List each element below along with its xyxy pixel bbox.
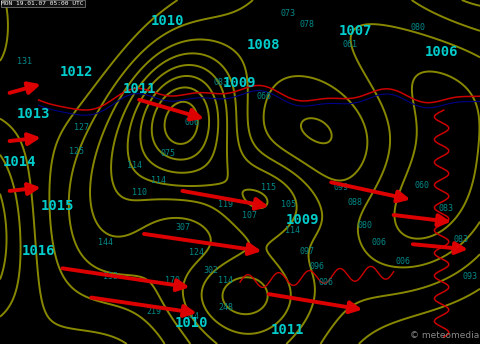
Text: 080: 080 [410, 23, 425, 32]
Text: 1014: 1014 [2, 155, 36, 169]
Text: 1016: 1016 [22, 244, 55, 258]
Text: © meteomedia: © meteomedia [410, 331, 479, 340]
Text: 1009: 1009 [286, 213, 319, 227]
Text: 099: 099 [333, 183, 348, 192]
Text: 083: 083 [439, 204, 454, 213]
Text: 006: 006 [372, 238, 387, 247]
Text: 1006: 1006 [425, 45, 458, 58]
Text: 105: 105 [280, 200, 296, 209]
Text: 1010: 1010 [151, 14, 185, 28]
Text: 344: 344 [184, 312, 200, 321]
Text: 1008: 1008 [247, 38, 281, 52]
Text: 1010: 1010 [175, 316, 209, 330]
Text: 083: 083 [453, 235, 468, 244]
Text: 114: 114 [151, 176, 166, 185]
Text: 1009: 1009 [223, 76, 257, 89]
Text: 1011: 1011 [271, 323, 305, 337]
Text: 114: 114 [218, 276, 233, 285]
Text: 073: 073 [280, 9, 296, 18]
Text: 006: 006 [396, 257, 411, 266]
Text: 110: 110 [132, 188, 147, 197]
Text: 127: 127 [74, 123, 89, 132]
Text: 131: 131 [16, 57, 32, 66]
Text: 124: 124 [189, 248, 204, 257]
Text: 219: 219 [146, 307, 161, 316]
Text: 114: 114 [127, 161, 142, 170]
Text: 107: 107 [242, 211, 257, 219]
Text: 1015: 1015 [41, 200, 74, 213]
Text: 125: 125 [69, 147, 84, 156]
Text: 083: 083 [213, 78, 228, 87]
Text: 066: 066 [184, 118, 200, 127]
Text: 080: 080 [357, 221, 372, 230]
Text: 078: 078 [300, 20, 315, 29]
Text: 144: 144 [98, 238, 113, 247]
Text: 088: 088 [348, 198, 363, 207]
Text: 1012: 1012 [60, 65, 94, 79]
Text: 061: 061 [343, 40, 358, 49]
Text: 114: 114 [285, 226, 300, 235]
Text: 066: 066 [256, 92, 272, 101]
Text: 093: 093 [463, 272, 478, 281]
Text: 060: 060 [415, 181, 430, 190]
Text: 115: 115 [261, 183, 276, 192]
Text: 1007: 1007 [338, 24, 372, 38]
Text: 1013: 1013 [17, 107, 50, 120]
Text: 006: 006 [319, 278, 334, 287]
Text: MON 19.01.07 05:00 UTC: MON 19.01.07 05:00 UTC [1, 1, 84, 6]
Text: 248: 248 [218, 303, 233, 312]
Text: 075: 075 [160, 149, 176, 158]
Text: 302: 302 [204, 266, 219, 275]
Text: 096: 096 [309, 262, 324, 271]
Text: 119: 119 [218, 200, 233, 209]
Text: 153: 153 [103, 272, 118, 281]
Text: 307: 307 [175, 223, 190, 232]
Text: 1011: 1011 [122, 83, 156, 96]
Text: 170: 170 [165, 276, 180, 285]
Text: 097: 097 [300, 247, 315, 256]
